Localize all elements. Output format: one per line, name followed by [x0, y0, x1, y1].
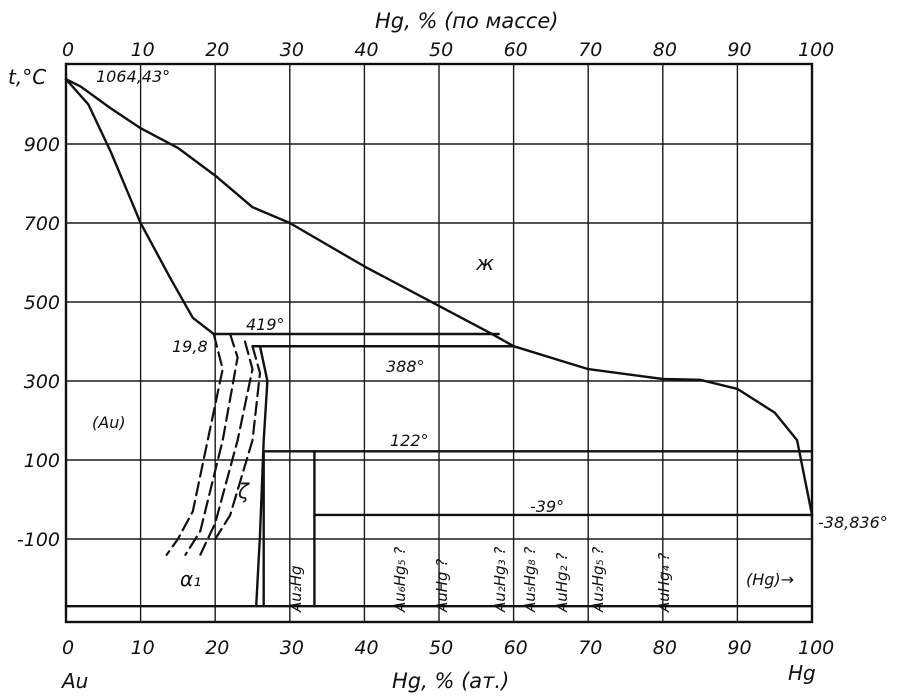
top-tick-label-3: 30 [280, 39, 304, 61]
phase-curve-6 [255, 345, 269, 608]
bottom-tick-label-7: 70 [578, 637, 602, 659]
phase-curve-0 [64, 77, 814, 517]
tick-labels: 0 10 20 30 40 50 60 70 80 90 100 0 10 20 30 40 50 60 70 80 9… [17, 39, 834, 659]
phase-curves [64, 77, 814, 608]
compound-label-6: Au₂Hg₅ ? [589, 547, 607, 613]
right-component-label: Hg [788, 661, 816, 685]
compound-label-3: Au₂Hg₃ ? [491, 547, 509, 613]
compound-label-0: Au₂Hg [287, 565, 305, 613]
annotation-au-solid-solution: (Au) [92, 413, 126, 432]
y-tick-label-1: 700 [24, 213, 60, 235]
top-tick-label-1: 10 [131, 39, 155, 61]
y-tick-label-0: 900 [24, 134, 60, 156]
annotation-peritectic-419: 419° [246, 315, 285, 334]
annotation-hg-phase: (Hg)→ [746, 570, 794, 589]
compound-label-2: AuHg ? [433, 559, 451, 613]
y-tick-label-2: 500 [24, 292, 60, 314]
bottom-tick-label-6: 60 [504, 637, 528, 659]
top-axis-label: Hg, % (по массе) [375, 9, 558, 33]
left-component-label: Au [60, 669, 88, 693]
annotation-peritectic-388: 388° [386, 357, 425, 376]
compound-label-4: Au₅Hg₈ ? [521, 547, 539, 613]
top-tick-label-0: 0 [62, 39, 74, 61]
top-tick-label-8: 80 [653, 39, 677, 61]
y-tick-label-4: 100 [24, 450, 60, 472]
phase-curve-1 [64, 77, 215, 336]
compound-label-1: Au₆Hg₅ ? [391, 547, 409, 613]
y-tick-label-3: 300 [24, 371, 60, 393]
phase-curve-3 [184, 332, 239, 556]
top-tick-label-9: 90 [727, 39, 751, 61]
top-tick-label-2: 20 [205, 39, 229, 61]
bottom-tick-label-9: 90 [727, 637, 751, 659]
bottom-tick-label-1: 10 [131, 637, 155, 659]
y-axis-label: t,°C [8, 65, 46, 89]
bottom-axis-label: Hg, % (ат.) [392, 669, 509, 693]
y-tick-label-5: -100 [17, 529, 60, 551]
bottom-tick-label-10: 100 [798, 637, 834, 659]
annotations: 1064,43° 419° 388° 122° -39° -38,836° 19,8 ж (Au… [92, 67, 888, 591]
annotation-peritectic-122: 122° [390, 431, 429, 450]
grid [66, 64, 812, 622]
phase-curve-5 [214, 345, 262, 541]
bottom-tick-label-5: 50 [429, 637, 453, 659]
bottom-tick-label-0: 0 [62, 637, 74, 659]
top-tick-label-10: 100 [798, 39, 834, 61]
top-tick-label-4: 40 [354, 39, 378, 61]
phase-curve-2 [165, 332, 224, 556]
phase-curve-4 [199, 340, 254, 556]
annotation-au-melting: 1064,43° [96, 67, 170, 86]
top-tick-label-5: 50 [429, 39, 453, 61]
bottom-tick-label-2: 20 [205, 637, 229, 659]
annotation-liquid-phase: ж [475, 251, 494, 275]
annotation-solubility: 19,8 [172, 337, 208, 356]
compound-label-5: AuHg₂ ? [553, 553, 571, 613]
annotation-alpha1-phase: α₁ [180, 567, 201, 591]
top-tick-label-6: 60 [504, 39, 528, 61]
top-tick-label-7: 70 [578, 39, 602, 61]
annotation-hg-melting: -38,836° [818, 513, 888, 532]
bottom-tick-label-4: 40 [354, 637, 378, 659]
compounds: Au₂Hg Au₆Hg₅ ? AuHg ? Au₂Hg₃ ? Au₅Hg₈ ? AuHg₂… [287, 547, 673, 613]
bottom-tick-label-8: 80 [653, 637, 677, 659]
bottom-tick-label-3: 30 [280, 637, 304, 659]
compound-label-7: AuHg₄ ? [655, 553, 673, 613]
annotation-zeta-phase: ζ [237, 479, 250, 503]
annotation-eutectic-minus39: -39° [530, 497, 564, 516]
